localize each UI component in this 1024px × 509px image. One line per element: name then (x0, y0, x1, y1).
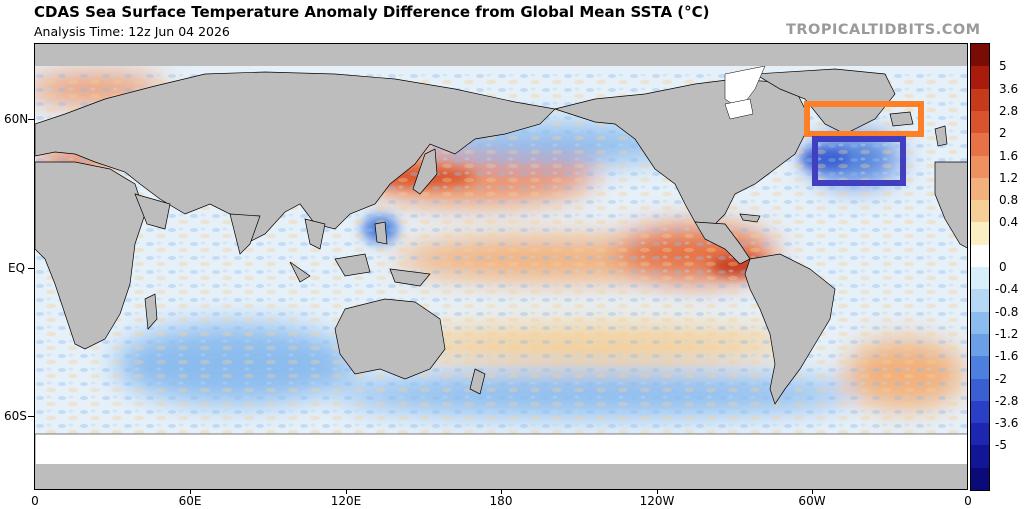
orange-highlight-box (804, 101, 924, 137)
uk (934, 125, 948, 147)
colorbar-tick-label: 3.6 (999, 81, 1019, 96)
africa-west (934, 161, 967, 249)
lon-label-60w: 60W (798, 494, 826, 508)
lat-label-eq: EQ (8, 261, 26, 275)
lon-label-180: 180 (489, 494, 513, 508)
lon-label-60e: 60E (178, 494, 202, 508)
lon-label-120e: 120E (330, 494, 362, 508)
colorbar-swatch (971, 445, 989, 469)
colorbar-swatch (971, 155, 989, 179)
hudson-ice (724, 98, 754, 120)
india (229, 213, 261, 255)
lon-tick (812, 490, 813, 494)
southeast-asia (304, 218, 326, 250)
lat-label-60n: 60N (4, 112, 29, 126)
indonesia-borneo (334, 253, 371, 277)
lat-tick (28, 268, 34, 269)
colorbar-tick-label: -3.6 (995, 416, 1019, 431)
colorbar-tick-label: -1.2 (995, 326, 1019, 341)
colorbar-tick-label: 2.8 (999, 103, 1019, 118)
japan (412, 148, 438, 195)
new-zealand (469, 368, 486, 395)
colorbar-tick-label: -0.4 (995, 282, 1019, 297)
colorbar-tick-label: 5 (999, 59, 1007, 74)
colorbar-swatch (971, 133, 989, 157)
lon-label-0-end: 0 (964, 494, 972, 508)
colorbar-swatch (971, 467, 989, 490)
analysis-time: Analysis Time: 12z Jun 04 2026 (34, 24, 230, 39)
caribbean (739, 213, 761, 223)
lat-label-60s: 60S (4, 409, 27, 423)
colorbar-swatch (971, 44, 989, 67)
lon-tick (657, 490, 658, 494)
colorbar-swatch (971, 333, 989, 357)
colorbar-tick-label: -2 (995, 371, 1007, 386)
new-guinea (389, 268, 431, 287)
madagascar (144, 293, 158, 330)
colorbar-swatch (971, 110, 989, 134)
colorbar-tick-label: -1.6 (995, 349, 1019, 364)
colorbar-tick-label: 0.4 (999, 215, 1019, 230)
colorbar (970, 43, 990, 491)
colorbar-swatch (971, 423, 989, 447)
colorbar-swatch (971, 200, 989, 224)
colorbar-tick-label: 0 (999, 260, 1007, 274)
colorbar-swatch (971, 378, 989, 402)
colorbar-swatch (971, 88, 989, 112)
figure-title: CDAS Sea Surface Temperature Anomaly Dif… (34, 3, 710, 21)
australia (334, 298, 446, 380)
colorbar-swatch (971, 222, 989, 246)
colorbar-tick-label: -0.8 (995, 304, 1019, 319)
colorbar-tick-label: -2.8 (995, 393, 1019, 408)
map-panel (34, 43, 968, 490)
colorbar-swatch (971, 311, 989, 335)
lon-tick (346, 490, 347, 494)
colorbar-tick-label: 2 (999, 126, 1007, 141)
colorbar-tick-label: 0.8 (999, 193, 1019, 208)
colorbar-tick-label: -5 (995, 438, 1007, 453)
colorbar-swatch (971, 267, 989, 290)
antarctica (35, 464, 967, 489)
colorbar-swatch (971, 244, 989, 268)
colorbar-tick-label: 1.6 (999, 148, 1019, 163)
colorbar-swatch (971, 66, 989, 90)
south-america (744, 253, 836, 405)
source-credit: TROPICALTIDBITS.COM (786, 22, 981, 38)
lon-tick (501, 490, 502, 494)
map-canvas (35, 44, 967, 489)
colorbar-swatch (971, 356, 989, 380)
colorbar-swatch (971, 177, 989, 201)
africa (35, 161, 146, 350)
lat-tick (28, 416, 34, 417)
iceland (889, 111, 914, 127)
lon-label-120w: 120W (639, 494, 675, 508)
indonesia-sumatra (289, 261, 311, 283)
colorbar-swatch (971, 289, 989, 313)
central-america (694, 221, 751, 265)
lon-tick (190, 490, 191, 494)
colorbar-tick-label: 1.2 (999, 170, 1019, 185)
arabia (134, 193, 171, 230)
lat-tick (28, 119, 34, 120)
colorbar-swatch (971, 400, 989, 424)
lon-label-0: 0 (31, 494, 39, 508)
arctic-cap (35, 44, 967, 66)
blue-highlight-box (812, 136, 906, 186)
eurasia (35, 71, 556, 245)
philippines (374, 221, 388, 245)
arctic-sea-ice (724, 65, 766, 110)
